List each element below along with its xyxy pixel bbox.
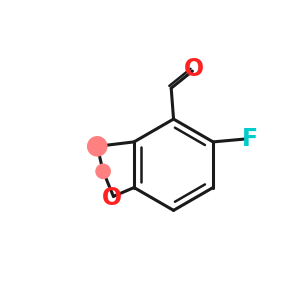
Text: O: O bbox=[102, 186, 122, 210]
Text: F: F bbox=[242, 127, 258, 151]
Circle shape bbox=[95, 164, 111, 179]
Text: O: O bbox=[184, 57, 204, 81]
Circle shape bbox=[87, 136, 107, 157]
